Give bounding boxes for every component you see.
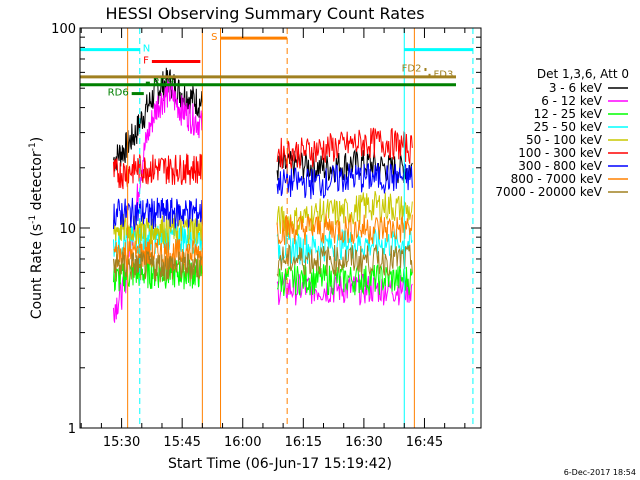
series-line-post bbox=[276, 243, 413, 278]
legend-title: Det 1,3,6, Att 0 bbox=[537, 67, 629, 81]
x-tick-label: 15:30 bbox=[103, 435, 140, 450]
series-line-post bbox=[276, 190, 413, 236]
flag-label: RD9 bbox=[153, 77, 174, 88]
x-tick-label: 16:15 bbox=[285, 435, 322, 450]
series-line-pre bbox=[113, 212, 203, 246]
series-line-post bbox=[276, 213, 413, 245]
legend-label: 100 - 300 keV bbox=[518, 146, 602, 160]
flag-label: F bbox=[143, 55, 149, 66]
flag-label: FD3 bbox=[434, 69, 454, 80]
legend-label: 25 - 50 keV bbox=[534, 120, 603, 134]
series-line-post bbox=[276, 272, 413, 306]
y-axis-label: Count Rate (s-1 detector-1) bbox=[28, 137, 45, 319]
footer-timestamp: 6-Dec-2017 18:54 bbox=[564, 468, 636, 477]
legend-label: 800 - 7000 keV bbox=[511, 172, 603, 186]
legend-label: 12 - 25 keV bbox=[534, 107, 603, 121]
y-label-exp2: -1 bbox=[28, 142, 38, 151]
x-axis-label: Start Time (06-Jun-17 15:19:42) bbox=[168, 456, 392, 472]
series-line-pre bbox=[113, 67, 203, 172]
y-label-rest: detector bbox=[29, 151, 45, 215]
legend-label: 7000 - 20000 keV bbox=[495, 185, 602, 199]
y-tick-label: 10 bbox=[59, 222, 76, 237]
flag-label: S bbox=[211, 32, 217, 43]
plot-area: NF S RD6 RD9 FD2 FD3 15:30 15:45 16:00 16:15 16:3… bbox=[51, 22, 482, 450]
series-line-pre bbox=[113, 197, 203, 231]
flag-label: N bbox=[143, 44, 150, 55]
x-tick-label: 15:45 bbox=[163, 435, 200, 450]
series-line-pre bbox=[113, 153, 203, 190]
series-layer bbox=[113, 67, 413, 323]
y-label-main: Count Rate (s bbox=[29, 224, 45, 319]
x-tick-label: 16:45 bbox=[406, 435, 443, 450]
legend-label: 300 - 800 keV bbox=[518, 159, 602, 173]
x-tick-label: 16:30 bbox=[345, 435, 382, 450]
legend-label: 50 - 100 keV bbox=[526, 133, 603, 147]
series-line-pre bbox=[113, 250, 203, 283]
flag-label: FD2 bbox=[402, 64, 422, 75]
y-label-close: ) bbox=[29, 137, 45, 142]
legend-label: 6 - 12 keV bbox=[541, 94, 603, 108]
legend-label: 3 - 6 keV bbox=[549, 81, 603, 95]
flag-label: RD6 bbox=[108, 88, 129, 99]
series-line-post bbox=[276, 127, 413, 169]
chart-title: HESSI Observing Summary Count Rates bbox=[105, 4, 424, 23]
y-tick-label: 100 bbox=[51, 22, 76, 37]
tick-layer: 15:30 15:45 16:00 16:15 16:30 16:45 1 10 100 bbox=[51, 22, 481, 450]
series-line-pre bbox=[113, 238, 203, 271]
y-tick-label: 1 bbox=[68, 422, 76, 437]
x-tick-label: 16:00 bbox=[224, 435, 261, 450]
y-label-exp: -1 bbox=[28, 215, 38, 224]
series-line-post bbox=[276, 162, 413, 200]
